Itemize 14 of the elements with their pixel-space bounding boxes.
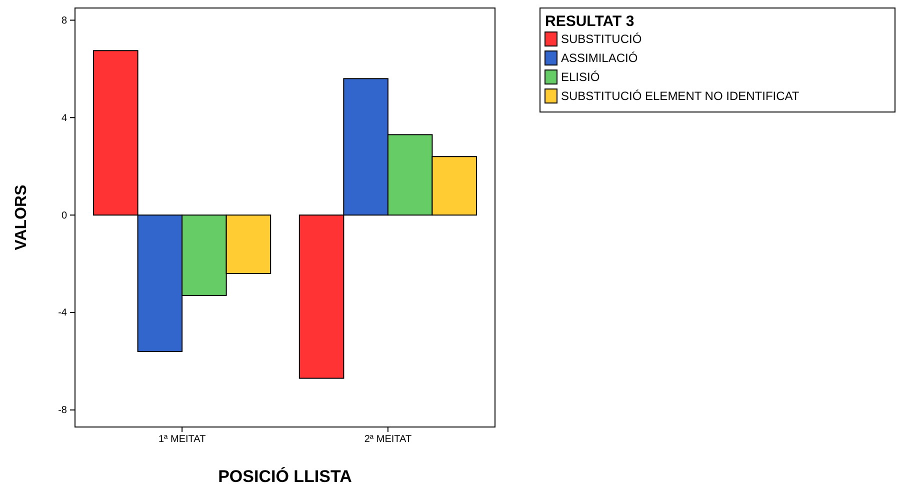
legend-label: ASSIMILACIÓ [561,51,638,65]
legend-title: RESULTAT 3 [545,13,634,30]
y-tick-label: -4 [58,308,68,319]
y-tick-label: 4 [61,112,68,124]
legend-label: ELISIÓ [561,70,600,84]
y-tick-label: 8 [61,15,68,26]
x-axis-title: POSICIÓ LLISTA [218,466,352,486]
y-axis-title: VALORS [13,184,30,250]
x-tick-label: 1ª MEITAT [158,434,206,446]
legend-label: SUBSTITUCIÓ [561,32,642,46]
legend-label: SUBSTITUCIÓ ELEMENT NO IDENTIFICAT [561,89,800,103]
y-tick-label: -8 [58,405,68,416]
x-tick-label: 2ª MEITAT [364,434,412,446]
y-tick-label: 0 [61,210,68,222]
